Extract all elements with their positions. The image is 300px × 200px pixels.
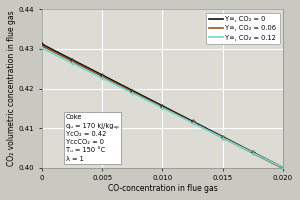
Y∞, CO₂ = 0.06 [214,133,218,136]
Line: Y∞, CO₂ = 0.06: Y∞, CO₂ = 0.06 [42,46,283,168]
Text: Coke
qᵤ = 170 kJ/kgᵤₚ
YᴄO₂ = 0.42
YᴄᴄCO₂ = 0
Tᵤ = 150 °C
λ = 1: Coke qᵤ = 170 kJ/kgᵤₚ YᴄO₂ = 0.42 YᴄᴄCO₂… [66,114,119,162]
Line: Y∞, CO₂ = 0: Y∞, CO₂ = 0 [42,44,283,168]
Y∞, CO₂ = 0.12 [136,94,139,97]
Y∞, CO₂ = 0.12 [215,134,219,136]
Y∞, CO₂ = 0.06 [281,167,285,170]
Y∞, CO₂ = 0.12 [69,61,73,64]
Y∞, CO₂ = 0 [119,83,122,86]
Y∞, CO₂ = 0 [69,58,73,60]
Y∞, CO₂ = 0 [215,133,219,135]
Y∞, CO₂ = 0.06 [119,85,122,87]
Y∞, CO₂ = 0.06 [69,59,73,62]
Line: Y∞, CO₂ = 0.12: Y∞, CO₂ = 0.12 [42,48,283,168]
Y∞, CO₂ = 0.12 [119,86,122,88]
Y∞, CO₂ = 0 [40,43,44,45]
Y∞, CO₂ = 0.06 [136,93,139,96]
Y∞, CO₂ = 0 [281,166,285,169]
Y∞, CO₂ = 0.12 [281,166,285,169]
Y∞, CO₂ = 0.06 [215,134,219,136]
Y-axis label: CO₂ volumetric concentration in flue gas: CO₂ volumetric concentration in flue gas [7,11,16,166]
Y∞, CO₂ = 0 [136,92,139,94]
Y∞, CO₂ = 0.12 [192,122,195,125]
Y∞, CO₂ = 0.06 [40,45,44,47]
Legend: Y∞, CO₂ = 0, Y∞, CO₂ = 0.06, Y∞, CO₂ = 0.12: Y∞, CO₂ = 0, Y∞, CO₂ = 0.06, Y∞, CO₂ = 0… [206,13,280,44]
Y∞, CO₂ = 0.12 [40,47,44,49]
X-axis label: CO-concentration in flue gas: CO-concentration in flue gas [108,184,218,193]
Y∞, CO₂ = 0 [192,121,195,123]
Y∞, CO₂ = 0 [214,132,218,135]
Y∞, CO₂ = 0.06 [192,122,195,124]
Y∞, CO₂ = 0.12 [214,133,218,136]
